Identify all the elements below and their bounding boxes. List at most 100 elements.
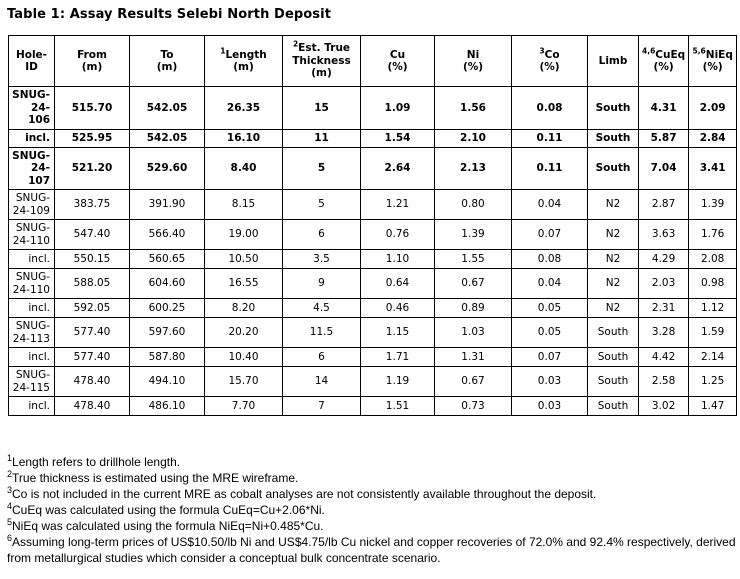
cell-cu: 0.46 bbox=[360, 298, 435, 318]
assay-results-table: Hole-ID From (m) To (m) 1Length (m) 2Est. True … bbox=[8, 35, 738, 416]
cell-to: 600.25 bbox=[129, 298, 205, 318]
col-header-from: From (m) bbox=[54, 35, 130, 87]
cell-hole-id: SNUG-24-115 bbox=[8, 366, 55, 397]
cell-nieq: 1.12 bbox=[688, 298, 738, 318]
cell-length: 15.70 bbox=[204, 366, 283, 397]
cell-length: 10.50 bbox=[204, 249, 283, 269]
cell-cu: 2.64 bbox=[360, 146, 435, 190]
cell-cueq: 4.29 bbox=[637, 249, 690, 269]
cell-nieq: 2.84 bbox=[688, 128, 738, 148]
footnotes: 1Length refers to drillhole length. 2True… bbox=[7, 454, 740, 566]
cell-to: 542.05 bbox=[129, 86, 205, 130]
cell-ni: 0.73 bbox=[434, 396, 512, 416]
cell-est-true-thickness: 14 bbox=[282, 366, 361, 397]
cell-limb: N2 bbox=[587, 298, 639, 318]
table-title: Table 1: Assay Results Selebi North Depo… bbox=[7, 7, 332, 22]
cell-from: 478.40 bbox=[54, 396, 130, 416]
cell-cu: 0.76 bbox=[360, 219, 435, 250]
cell-cu: 1.19 bbox=[360, 366, 435, 397]
cell-est-true-thickness: 15 bbox=[282, 86, 361, 130]
cell-length: 20.20 bbox=[204, 317, 283, 348]
cell-length: 16.10 bbox=[204, 128, 283, 148]
cell-from: 478.40 bbox=[54, 366, 130, 397]
cell-cu: 1.09 bbox=[360, 86, 435, 130]
footnote: 5NiEq was calculated using the formula N… bbox=[7, 517, 324, 534]
cell-est-true-thickness: 7 bbox=[282, 396, 361, 416]
col-header-cueq: 4,6CuEq (%) bbox=[637, 35, 690, 87]
table-row: SNUG-24-113 577.40 597.60 20.20 11.5 1.15 1.03… bbox=[8, 317, 738, 348]
cell-nieq: 2.08 bbox=[688, 249, 738, 269]
table-row: incl. 550.15 560.65 10.50 3.5 1.10 1.55 0.08 N2 4… bbox=[8, 249, 738, 269]
table-row: incl. 592.05 600.25 8.20 4.5 0.46 0.89 0.05 N2 2.… bbox=[8, 298, 738, 318]
col-header-co: 3Co (%) bbox=[511, 35, 588, 87]
cell-cueq: 2.03 bbox=[637, 268, 690, 299]
cell-limb: South bbox=[587, 347, 639, 367]
footnote-ref: 3 bbox=[539, 46, 545, 55]
cell-ni: 1.31 bbox=[434, 347, 512, 367]
cell-ni: 0.67 bbox=[434, 366, 512, 397]
cell-nieq: 1.59 bbox=[688, 317, 738, 348]
cell-ni: 0.89 bbox=[434, 298, 512, 318]
cell-from: 577.40 bbox=[54, 347, 130, 367]
cell-limb: South bbox=[587, 317, 639, 348]
cell-to: 604.60 bbox=[129, 268, 205, 299]
table-header: Hole-ID From (m) To (m) 1Length (m) 2Est. True … bbox=[8, 35, 738, 87]
cell-co: 0.07 bbox=[511, 347, 588, 367]
cell-est-true-thickness: 4.5 bbox=[282, 298, 361, 318]
cell-limb: N2 bbox=[587, 268, 639, 299]
cell-from: 547.40 bbox=[54, 219, 130, 250]
cell-to: 597.60 bbox=[129, 317, 205, 348]
table-body: SNUG-24-106 515.70 542.05 26.35 15 1.09 1.56 0.… bbox=[8, 86, 738, 416]
cell-length: 26.35 bbox=[204, 86, 283, 130]
cell-from: 515.70 bbox=[54, 86, 130, 130]
cell-cueq: 2.58 bbox=[637, 366, 690, 397]
col-header-length: 1Length (m) bbox=[204, 35, 283, 87]
cell-limb: South bbox=[587, 128, 639, 148]
cell-hole-id: incl. bbox=[8, 249, 55, 269]
cell-cu: 1.21 bbox=[360, 189, 435, 220]
cell-cueq: 7.04 bbox=[637, 146, 690, 190]
cell-hole-id: SNUG-24-107 bbox=[8, 146, 55, 190]
cell-co: 0.08 bbox=[511, 86, 588, 130]
cell-cueq: 5.87 bbox=[637, 128, 690, 148]
cell-est-true-thickness: 11.5 bbox=[282, 317, 361, 348]
cell-nieq: 2.14 bbox=[688, 347, 738, 367]
cell-from: 592.05 bbox=[54, 298, 130, 318]
cell-limb: South bbox=[587, 86, 639, 130]
cell-ni: 0.67 bbox=[434, 268, 512, 299]
cell-from: 588.05 bbox=[54, 268, 130, 299]
cell-cu: 1.51 bbox=[360, 396, 435, 416]
cell-length: 8.15 bbox=[204, 189, 283, 220]
cell-from: 521.20 bbox=[54, 146, 130, 190]
footnote: 6Assuming long-term prices of US$10.50/l… bbox=[7, 533, 736, 566]
footnote-number: 3 bbox=[7, 485, 13, 495]
cell-co: 0.04 bbox=[511, 189, 588, 220]
cell-cueq: 3.63 bbox=[637, 219, 690, 250]
cell-cu: 1.15 bbox=[360, 317, 435, 348]
cell-co: 0.11 bbox=[511, 146, 588, 190]
cell-length: 19.00 bbox=[204, 219, 283, 250]
cell-co: 0.05 bbox=[511, 298, 588, 318]
cell-ni: 2.10 bbox=[434, 128, 512, 148]
col-header-nieq: 5,6NiEq (%) bbox=[688, 35, 738, 87]
col-header-limb: Limb bbox=[587, 35, 639, 87]
cell-co: 0.07 bbox=[511, 219, 588, 250]
footnote: 2True thickness is estimated using the M… bbox=[7, 469, 299, 486]
cell-co: 0.03 bbox=[511, 366, 588, 397]
cell-cueq: 3.02 bbox=[637, 396, 690, 416]
cell-est-true-thickness: 6 bbox=[282, 219, 361, 250]
cell-to: 560.65 bbox=[129, 249, 205, 269]
cell-cu: 1.71 bbox=[360, 347, 435, 367]
cell-to: 542.05 bbox=[129, 128, 205, 148]
cell-hole-id: SNUG-24-110 bbox=[8, 268, 55, 299]
cell-cueq: 4.31 bbox=[637, 86, 690, 130]
cell-length: 10.40 bbox=[204, 347, 283, 367]
cell-cu: 1.10 bbox=[360, 249, 435, 269]
cell-limb: N2 bbox=[587, 189, 639, 220]
table-row: SNUG-24-110 547.40 566.40 19.00 6 0.76 1.39 0.0… bbox=[8, 219, 738, 250]
cell-from: 525.95 bbox=[54, 128, 130, 148]
table-row: SNUG-24-115 478.40 494.10 15.70 14 1.19 0.67 0.… bbox=[8, 366, 738, 397]
cell-hole-id: incl. bbox=[8, 396, 55, 416]
table-row: SNUG-24-110 588.05 604.60 16.55 9 0.64 0.67 0.0… bbox=[8, 268, 738, 299]
